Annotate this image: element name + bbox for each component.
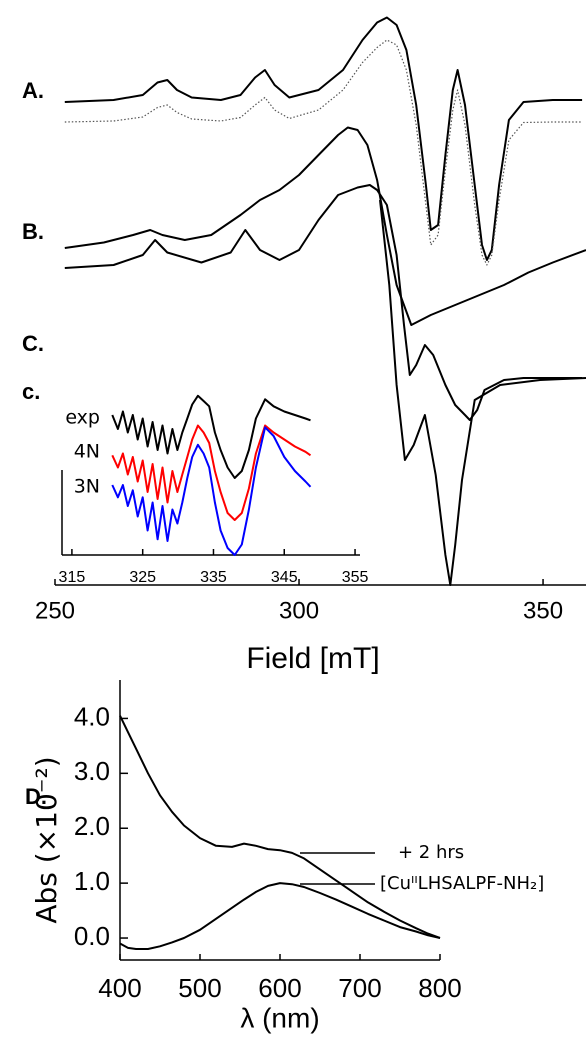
x-tick-label: 500 [178,973,221,1003]
y-tick-label: 4.0 [74,701,110,731]
series-label: [CuᴵᴵLHSALPF-NH₂] [380,873,544,894]
series-line [64,16,583,261]
series-line [111,426,312,556]
series-label: exp [65,407,100,429]
x-tick-label: 800 [418,973,461,1003]
panel-label: c. [22,379,40,404]
x-tick-label: 335 [200,569,227,586]
panel-label: D. [25,784,47,809]
series-line [64,39,583,266]
series-label: 3N [74,476,100,498]
x-tick-label: 325 [129,569,156,586]
series-line [64,126,586,326]
series-line [111,394,311,479]
x-tick-label: 300 [279,597,319,624]
series-label: 4N [74,441,100,463]
y-tick-label: 3.0 [74,756,110,786]
y-tick-label: 2.0 [74,811,110,841]
y-tick-label: 1.0 [74,866,110,896]
panel-label: A. [22,78,44,103]
series-label: + 2 hrs [398,842,464,863]
y-tick-label: 0.0 [74,921,110,951]
x-axis-label: λ (nm) [240,1002,319,1033]
series-line [64,184,583,421]
x-tick-label: 350 [523,597,563,624]
x-tick-label: 600 [258,973,301,1003]
series-line [119,882,441,950]
x-tick-label: 250 [35,597,75,624]
series-line [119,715,441,939]
series-line [379,199,586,586]
x-tick-label: 700 [338,973,381,1003]
series-line [111,424,312,521]
x-tick-label: 345 [271,569,298,586]
x-tick-label: 315 [59,569,86,586]
panel-label: C. [22,331,44,356]
panel-label: B. [22,219,44,244]
x-axis-label: Field [mT] [246,642,379,675]
x-tick-label: 400 [98,973,141,1003]
x-tick-label: 355 [342,569,369,586]
y-axis-label: Abs (×10⁻²) [30,756,63,923]
